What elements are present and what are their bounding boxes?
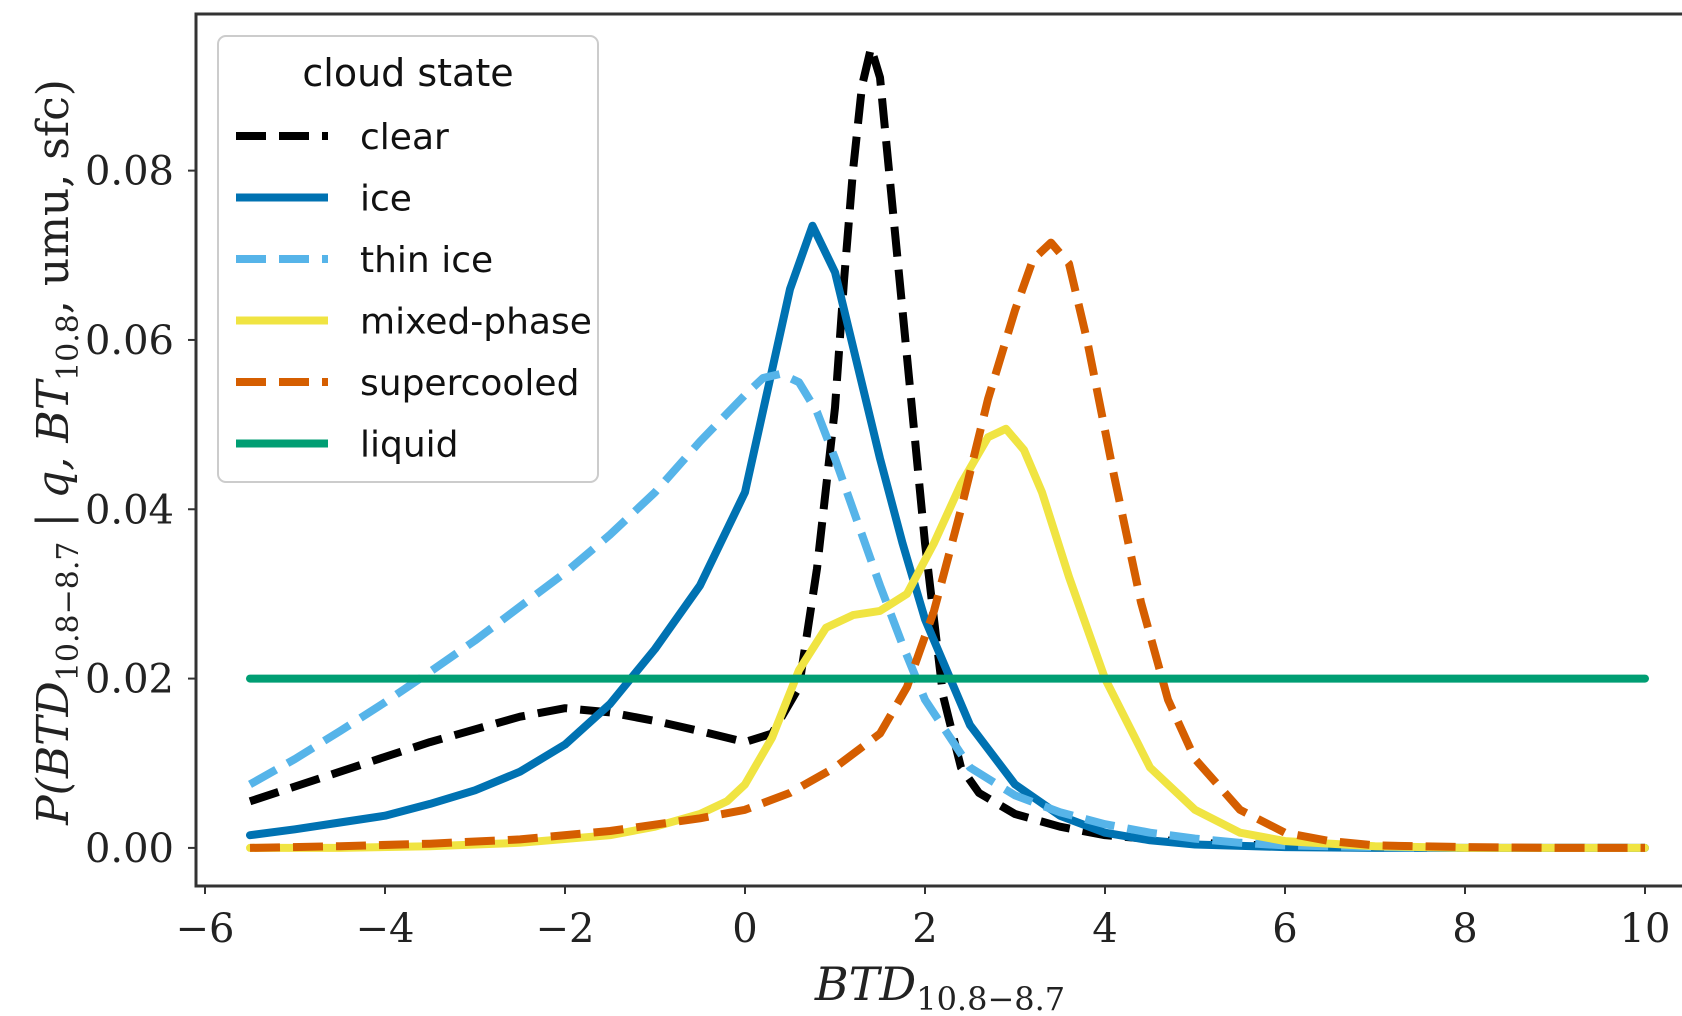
series-line-supercooled xyxy=(249,238,1645,852)
y-tick-label: 0.00 xyxy=(85,826,174,872)
x-tick-label: −4 xyxy=(356,906,415,952)
legend-item-thin-ice: thin ice xyxy=(236,240,493,281)
legend-label: mixed-phase xyxy=(360,302,592,343)
series-line-thin-ice xyxy=(248,369,1645,852)
x-axis-label-main: BTD xyxy=(814,957,916,1011)
y-tick-label: 0.04 xyxy=(85,487,174,533)
plot-frame xyxy=(194,12,1682,888)
legend-item-ice: ice xyxy=(236,179,412,220)
series-line-mixed-phase xyxy=(246,424,1649,852)
y-tick-label: 0.06 xyxy=(85,318,174,364)
series-layer xyxy=(246,43,1649,852)
legend-label: supercooled xyxy=(360,363,579,404)
y-axis-label-middle: | q, BT xyxy=(28,377,79,541)
legend-items: clear ice thin ice mixed-phase supercooled li… xyxy=(236,117,592,466)
x-tick-label: 2 xyxy=(912,906,937,952)
legend: cloud state clear ice thin ice mixed-phase s… xyxy=(217,35,599,483)
y-axis-label-subscript-2: 10.8 xyxy=(51,314,86,381)
x-tick-label: 4 xyxy=(1092,906,1117,952)
x-tick-label: 8 xyxy=(1452,906,1477,952)
y-axis-label-main: P(BTD xyxy=(28,681,79,826)
y-tick-label: 0.02 xyxy=(85,657,174,703)
legend-box xyxy=(217,35,599,483)
y-tick-label: 0.08 xyxy=(85,149,174,195)
legend-item-supercooled: supercooled xyxy=(236,363,579,404)
y-axis-label-subscript: 10.8−8.7 xyxy=(51,542,86,682)
series-line-ice xyxy=(246,221,1649,852)
legend-label: clear xyxy=(360,117,449,158)
x-tick-label: 6 xyxy=(1272,906,1297,952)
x-axis-label-subscript: 10.8−8.7 xyxy=(916,980,1065,1016)
legend-item-mixed-phase: mixed-phase xyxy=(236,302,592,343)
y-axis-label: P(BTD10.8−8.7 | q, BT10.8, umu, sfc) xyxy=(28,79,86,826)
legend-title: cloud state xyxy=(302,51,513,95)
y-axis-label-end: , umu, sfc) xyxy=(28,79,79,314)
x-axis-label: BTD10.8−8.7 xyxy=(814,957,1065,1016)
series-line-clear xyxy=(248,43,1645,852)
x-tick-label: 0 xyxy=(732,906,757,952)
legend-label: ice xyxy=(360,179,412,220)
legend-item-clear: clear xyxy=(236,117,449,158)
x-tick-label: −2 xyxy=(536,906,595,952)
x-axis: −6 −4 −2 0 2 4 6 8 10 xyxy=(176,886,1671,952)
legend-item-liquid: liquid xyxy=(236,425,459,466)
legend-label: thin ice xyxy=(360,240,493,281)
x-tick-label: −6 xyxy=(176,906,235,952)
legend-label: liquid xyxy=(360,425,459,466)
y-axis: 0.00 0.02 0.04 0.06 0.08 xyxy=(85,149,196,872)
x-tick-label: 10 xyxy=(1620,906,1671,952)
